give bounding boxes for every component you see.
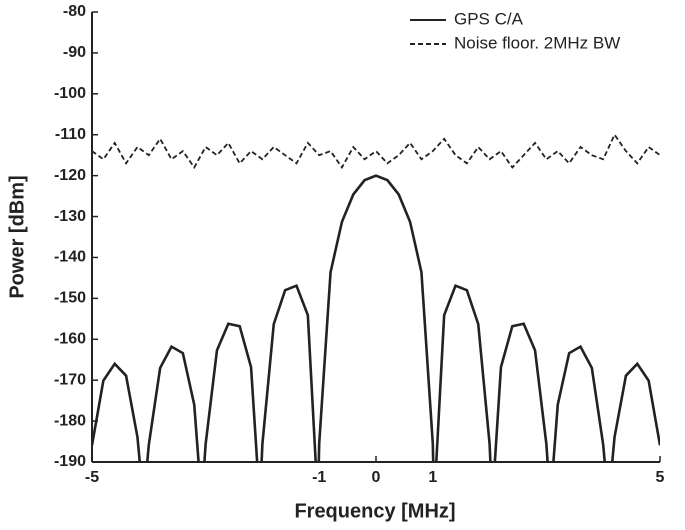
legend-label: Noise floor. 2MHz BW: [454, 33, 620, 52]
x-tick-label: -1: [312, 469, 326, 486]
y-tick-label: -160: [54, 330, 86, 347]
y-tick-label: -150: [54, 290, 86, 307]
x-tick-label: 5: [656, 469, 665, 486]
y-tick-label: -80: [63, 3, 86, 20]
plot-area: [92, 132, 660, 462]
y-tick-label: -90: [63, 44, 86, 61]
y-tick-label: -190: [54, 453, 86, 470]
y-tick-label: -110: [55, 126, 86, 143]
series-line: [92, 174, 660, 462]
y-tick-label: -140: [54, 249, 86, 266]
y-tick-label: -100: [54, 85, 86, 102]
x-tick-label: 1: [428, 469, 437, 486]
x-tick-label: 0: [372, 469, 381, 486]
y-tick-label: -170: [54, 371, 86, 388]
x-tick-label: -5: [85, 469, 99, 486]
y-tick-label: -130: [54, 208, 86, 225]
series-line: [92, 132, 660, 170]
y-axis-label: Power [dBm]: [6, 175, 28, 298]
x-axis-label: Frequency [MHz]: [294, 500, 455, 522]
y-tick-label: -180: [54, 412, 86, 429]
y-tick-label: -120: [54, 167, 86, 184]
legend-label: GPS C/A: [454, 9, 524, 28]
